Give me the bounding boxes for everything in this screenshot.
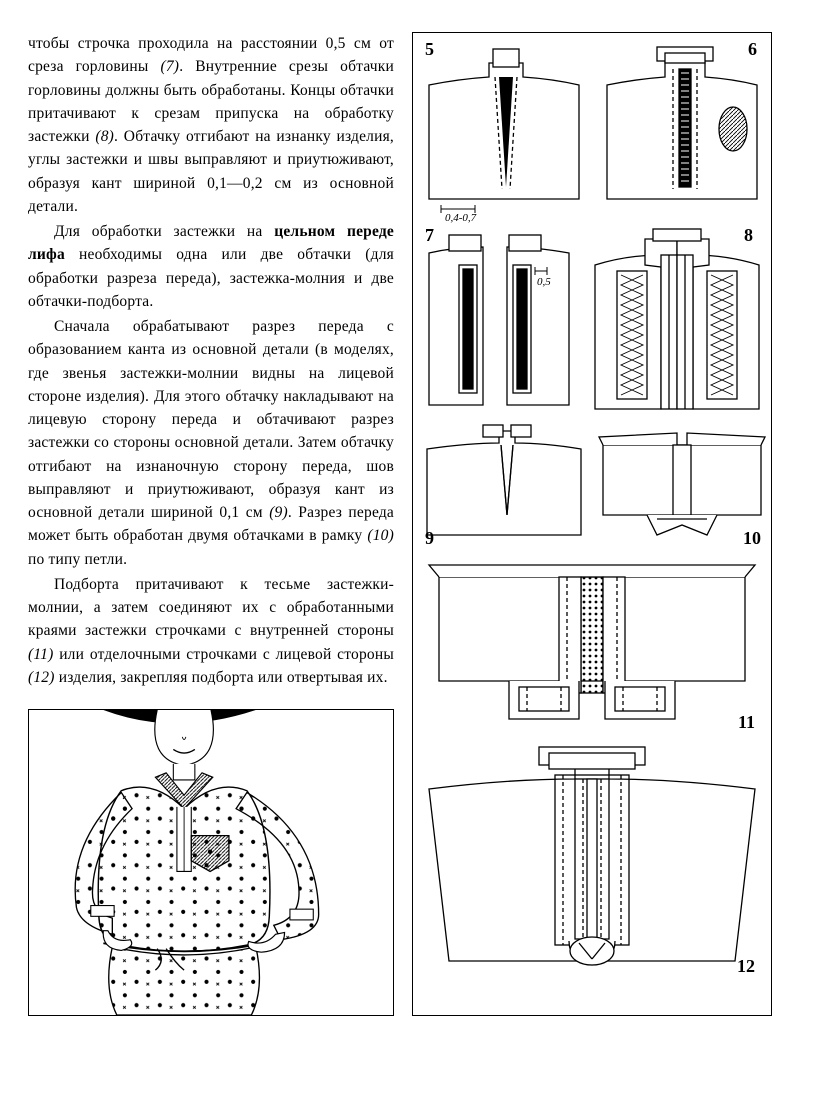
page: чтобы строчка проходила на расстоянии 0,… (28, 32, 788, 1016)
diagram-11-svg (419, 563, 765, 733)
p3-text-c: по типу петли. (28, 551, 127, 568)
diagram-12: 12 (419, 745, 765, 975)
p4-text-c: изделия, закрепляя подборта или отвертыв… (55, 669, 388, 686)
ref-11: (11) (28, 646, 53, 663)
diagram-12-svg (419, 745, 765, 969)
diagram-row-5-6: 5 0,4-0,7 6 (419, 39, 765, 219)
paragraph-3: Сначала обрабатывают разрез переда с обр… (28, 315, 394, 571)
ref-7: (7) (161, 58, 180, 75)
diagram-10: 10 (597, 425, 767, 545)
diagram-9: 9 (419, 425, 589, 545)
diagram-column: 5 0,4-0,7 6 (412, 32, 772, 1016)
diagram-10-svg (597, 425, 767, 545)
diagram-9-svg (419, 425, 589, 545)
ref-8: (8) (95, 128, 114, 145)
ref-10: (10) (367, 527, 394, 544)
ref-12: (12) (28, 669, 55, 686)
measurement-7: 0,5 (537, 276, 551, 288)
p3-text-a: Сначала обрабатывают разрез переда с обр… (28, 318, 394, 521)
diagram-5: 5 0,4-0,7 (419, 39, 589, 219)
diagram-5-svg: 0,4-0,7 (419, 39, 589, 219)
diagram-8: 8 (587, 225, 767, 415)
diagram-7: 7 0,5 (419, 225, 579, 415)
diagram-6: 6 (597, 39, 767, 219)
diagram-row-7-8: 7 0,5 8 (419, 225, 765, 415)
diagram-label-8: 8 (744, 225, 753, 246)
paragraph-4: Подборта притачивают к тесьме застежки-м… (28, 573, 394, 689)
diagram-label-12: 12 (737, 956, 755, 977)
diagram-label-11: 11 (738, 712, 755, 733)
diagram-label-6: 6 (748, 39, 757, 60)
blouse-figure-svg (29, 710, 393, 1015)
p2-text-c: необходимы одна или две обтачки (для обр… (28, 246, 394, 310)
diagram-7-svg: 0,5 (419, 225, 579, 415)
text-column: чтобы строчка проходила на расстоянии 0,… (28, 32, 394, 1016)
fashion-illustration (28, 709, 394, 1016)
diagram-label-5: 5 (425, 39, 434, 60)
p4-text-b: или отделочными строчками с лицевой стор… (53, 646, 394, 663)
paragraph-1: чтобы строчка проходила на расстоянии 0,… (28, 32, 394, 218)
p2-text-a: Для обработки застежки на (54, 223, 274, 240)
diagram-11: 11 (419, 563, 765, 733)
ref-9: (9) (269, 504, 288, 521)
paragraph-2: Для обработки застежки на цельном переде… (28, 220, 394, 313)
diagram-8-svg (587, 225, 767, 415)
diagram-row-9-10: 9 10 (419, 425, 765, 545)
p4-text-a: Подборта притачивают к тесьме застежки-м… (28, 576, 394, 640)
diagram-label-10: 10 (743, 528, 761, 549)
diagram-label-7: 7 (425, 225, 434, 246)
measurement-5: 0,4-0,7 (445, 212, 477, 224)
diagram-6-svg (597, 39, 767, 219)
diagram-label-9: 9 (425, 528, 434, 549)
